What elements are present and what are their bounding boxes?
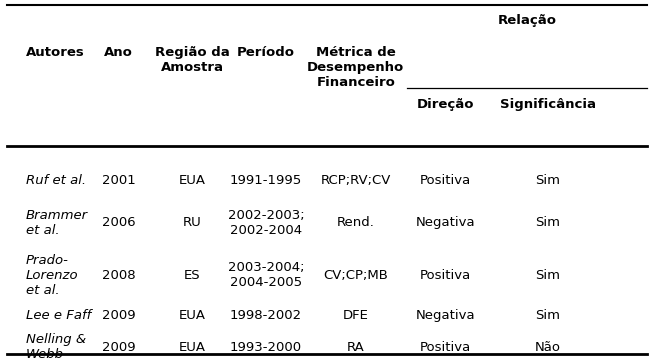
Text: RCP;RV;CV: RCP;RV;CV — [320, 174, 391, 187]
Text: EUA: EUA — [179, 174, 206, 187]
Text: EUA: EUA — [179, 341, 206, 354]
Text: 2009: 2009 — [102, 309, 135, 322]
Text: Período: Período — [237, 46, 295, 59]
Text: Significância: Significância — [500, 98, 596, 111]
Text: Autores: Autores — [26, 46, 84, 59]
Text: Direção: Direção — [417, 98, 474, 111]
Text: Região da
Amostra: Região da Amostra — [155, 46, 230, 74]
Text: Ano: Ano — [104, 46, 133, 59]
Text: Sim: Sim — [536, 269, 560, 282]
Text: DFE: DFE — [343, 309, 369, 322]
Text: Ruf et al.: Ruf et al. — [26, 174, 86, 187]
Text: Nelling &
Webb: Nelling & Webb — [26, 333, 86, 358]
Text: 2006: 2006 — [102, 216, 135, 229]
Text: 2001: 2001 — [102, 174, 135, 187]
Text: Brammer
et al.: Brammer et al. — [26, 209, 88, 237]
Text: 1993-2000: 1993-2000 — [230, 341, 302, 354]
Text: Métrica de
Desempenho
Financeiro: Métrica de Desempenho Financeiro — [307, 46, 404, 89]
Text: Positiva: Positiva — [420, 269, 471, 282]
Text: Prado-
Lorenzo
et al.: Prado- Lorenzo et al. — [26, 254, 78, 297]
Text: Sim: Sim — [536, 216, 560, 229]
Text: CV;CP;MB: CV;CP;MB — [324, 269, 388, 282]
Text: 2009: 2009 — [102, 341, 135, 354]
Text: Relação: Relação — [498, 14, 557, 27]
Text: Sim: Sim — [536, 309, 560, 322]
Text: 2008: 2008 — [102, 269, 135, 282]
Text: Positiva: Positiva — [420, 341, 471, 354]
Text: Sim: Sim — [536, 174, 560, 187]
Text: Negativa: Negativa — [416, 216, 475, 229]
Text: 1998-2002: 1998-2002 — [230, 309, 302, 322]
Text: ES: ES — [184, 269, 201, 282]
Text: Rend.: Rend. — [337, 216, 375, 229]
Text: 2002-2003;
2002-2004: 2002-2003; 2002-2004 — [228, 209, 304, 237]
Text: Positiva: Positiva — [420, 174, 471, 187]
Text: Não: Não — [535, 341, 561, 354]
Text: 2003-2004;
2004-2005: 2003-2004; 2004-2005 — [228, 261, 304, 290]
Text: Lee e Faff: Lee e Faff — [26, 309, 91, 322]
Text: Negativa: Negativa — [416, 309, 475, 322]
Text: RU: RU — [183, 216, 202, 229]
Text: RA: RA — [347, 341, 365, 354]
Text: 1991-1995: 1991-1995 — [230, 174, 302, 187]
Text: EUA: EUA — [179, 309, 206, 322]
